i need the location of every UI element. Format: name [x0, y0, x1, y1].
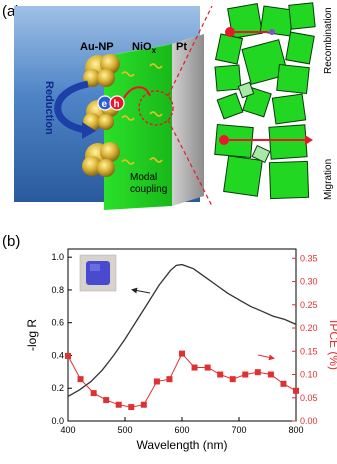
modal-coupling-label-2: coupling: [130, 184, 167, 195]
ipce-data-point: [166, 376, 173, 383]
y-right-tick-label: 0.00: [300, 416, 318, 426]
panel-b: (b) 400 500 600 700 800 Wavelength (nm) 0.0 0.2…: [2, 233, 337, 452]
ipce-data-point: [191, 364, 198, 371]
ipce-data-point: [267, 371, 274, 378]
migration-hole-dot: [219, 135, 229, 145]
electron-label: e: [102, 99, 108, 110]
ipce-data-point: [242, 371, 249, 378]
zoom-region-circle: [138, 90, 174, 126]
niox-label: NiOx: [132, 41, 157, 55]
y-left-tick-label: 0.6: [51, 318, 64, 328]
ipce-data-point: [115, 401, 122, 408]
y-right-tick-label: 0.05: [300, 393, 318, 403]
crystallite-zoom-view: [214, 2, 316, 200]
ipce-data-point: [204, 364, 211, 371]
migration-label: Migration: [323, 159, 334, 200]
x-tick-label: 800: [288, 425, 303, 435]
zoom-line-bottom: [167, 119, 213, 207]
y-left-tick-label: 1.0: [51, 252, 64, 262]
au-np-label: Au-NP: [80, 41, 114, 53]
y-left-tick-label: 0.4: [51, 350, 64, 360]
red-series-axis-arrow: [257, 354, 275, 361]
y-left-axis-label: -log R: [25, 319, 39, 351]
chart-series: [65, 263, 299, 411]
y-left-tick-label: 0.8: [51, 285, 64, 295]
ipce-data-point: [293, 387, 299, 394]
y-right-tick-label: 0.25: [300, 300, 318, 310]
x-tick-label: 600: [174, 425, 189, 435]
ipce-data-point: [103, 397, 110, 404]
ipce-data-point: [254, 369, 261, 376]
pt-electrode: [172, 34, 204, 206]
migration-arrowhead: [305, 135, 313, 145]
panel-b-label: (b): [2, 233, 20, 250]
x-tick-label: 400: [60, 425, 75, 435]
ipce-series-line: [67, 352, 297, 408]
recombination-label: Recombination: [323, 7, 334, 74]
hole-circle: [109, 95, 125, 111]
reduction-arrowhead: [82, 122, 96, 139]
y-right-axis-label: IPCE (%): [327, 320, 337, 370]
chart-axes: 400 500 600 700 800 Wavelength (nm) 0.0 0.2 0.4 0…: [25, 252, 337, 452]
zoom-line-top: [167, 5, 213, 97]
hole-label: h: [114, 99, 120, 110]
recombination-hole-dot: [225, 27, 235, 37]
niox-layer-top: [96, 44, 172, 58]
ipce-data-point: [65, 352, 71, 359]
sample-photo-inset: [79, 254, 117, 292]
reduction-label: Reduction: [43, 81, 55, 135]
ipce-data-point: [179, 350, 185, 357]
x-tick-label: 500: [117, 425, 132, 435]
ipce-data-point: [77, 376, 84, 383]
modal-coupling-label-1: Modal: [130, 172, 157, 183]
ipce-data-point: [217, 371, 224, 378]
niox-layer: [104, 44, 172, 210]
ipce-data-point: [280, 380, 287, 387]
y-left-tick-label: 0.2: [51, 383, 64, 393]
ipce-data-point: [128, 404, 135, 411]
ipce-data-point: [140, 401, 147, 408]
y-right-tick-label: 0.15: [300, 346, 318, 356]
ipce-data-point: [153, 378, 160, 385]
reflectance-series-line: [67, 263, 297, 397]
recombination-electron-dot: [269, 29, 275, 35]
pt-label: Pt: [176, 41, 187, 53]
au-particle-bottom: [82, 142, 120, 177]
panel-a: (a): [2, 2, 334, 210]
black-series-axis-arrow: [131, 287, 151, 294]
ipce-data-point: [229, 376, 236, 383]
ipce-data-point: [90, 390, 97, 397]
y-right-tick-label: 0.20: [300, 323, 318, 333]
au-nanoparticles: [82, 54, 120, 177]
y-right-tick-label: 0.10: [300, 370, 318, 380]
y-right-tick-label: 0.30: [300, 277, 318, 287]
reduction-arrow: [54, 80, 89, 134]
x-axis-label: Wavelength (nm): [137, 438, 228, 452]
y-right-tick-label: 0.35: [300, 253, 318, 263]
y-left-tick-label: 0.0: [51, 416, 64, 426]
x-tick-label: 700: [231, 425, 246, 435]
modal-coupling-waves: [121, 63, 163, 165]
